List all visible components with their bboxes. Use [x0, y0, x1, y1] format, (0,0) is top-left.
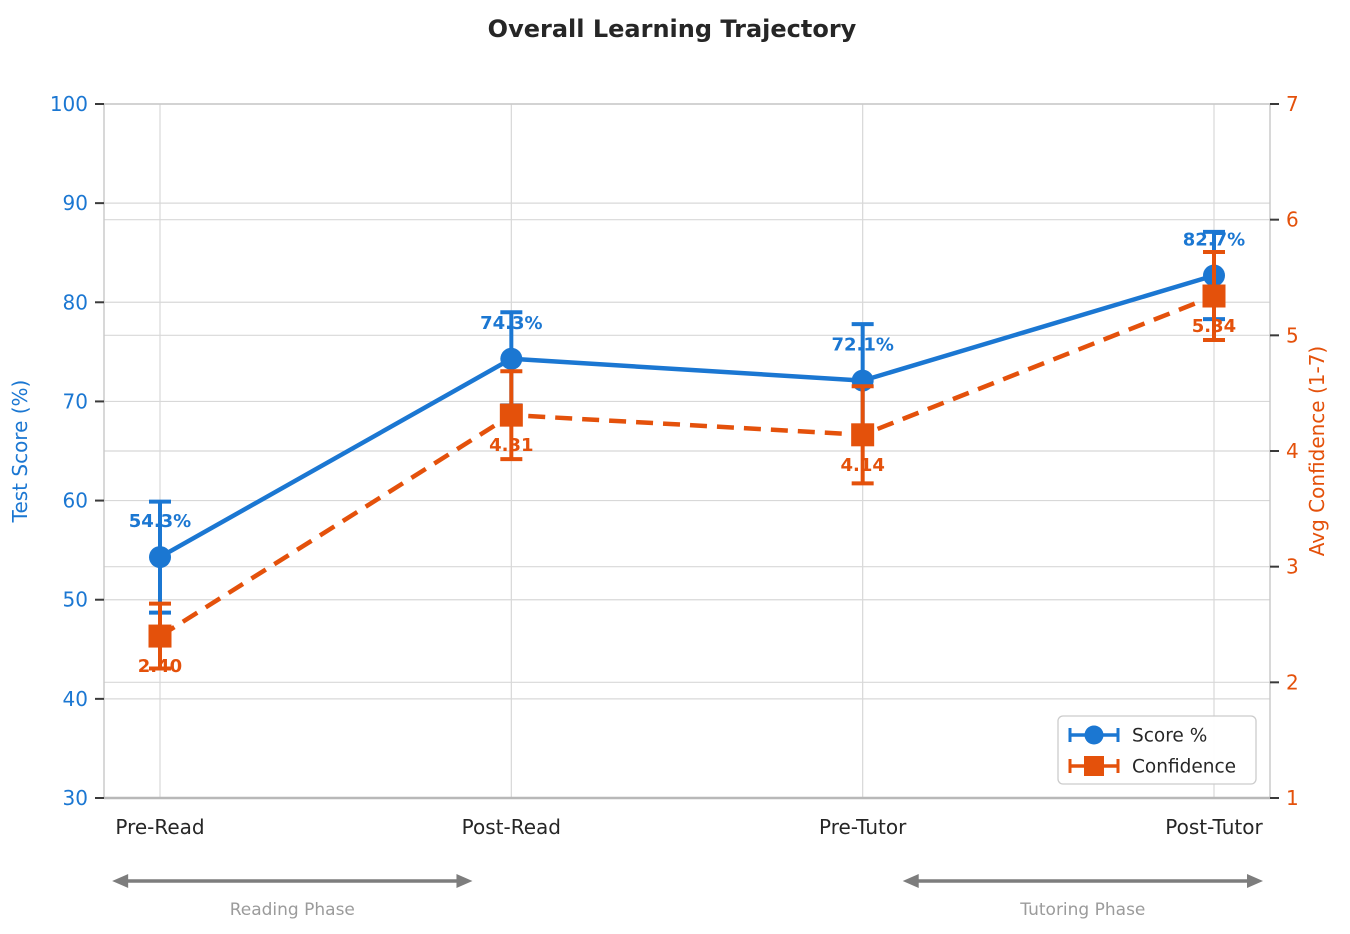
- left-tick-label: 50: [63, 588, 88, 612]
- right-tick-label: 7: [1286, 92, 1299, 116]
- right-tick-label: 6: [1286, 208, 1299, 232]
- phase-label: Reading Phase: [230, 900, 355, 920]
- score-point-label: 82.7%: [1183, 230, 1245, 251]
- right-axis-label: Avg Confidence (1-7): [1305, 346, 1329, 556]
- right-tick-label: 1: [1286, 786, 1299, 810]
- legend: Score % Confidence: [1057, 715, 1257, 785]
- series-layer: [148, 229, 1226, 671]
- gridlines-layer: [104, 103, 1270, 798]
- right-tick-label: 4: [1286, 439, 1299, 463]
- x-category-label: Post-Tutor: [1165, 815, 1263, 839]
- phase-arrow-head-right: [456, 874, 473, 888]
- score-point-marker: [149, 546, 171, 569]
- chart-title: Overall Learning Trajectory: [488, 15, 857, 43]
- left-tick-label: 30: [63, 786, 88, 810]
- legend-confidence-marker: [1084, 756, 1104, 776]
- phase-annotations-layer: Reading Phase Tutoring Phase: [112, 874, 1264, 920]
- x-category-label: Pre-Tutor: [819, 815, 907, 839]
- confidence-point-label: 2.40: [138, 656, 182, 677]
- confidence-line: [158, 293, 1215, 639]
- left-tick-label: 90: [63, 191, 88, 215]
- confidence-point-label: 4.14: [840, 455, 884, 476]
- confidence-point-marker: [1202, 284, 1226, 308]
- x-category-label: Pre-Read: [115, 815, 204, 839]
- score-line: [158, 273, 1215, 560]
- point-labels-layer: 54.3% 74.3% 72.1% 82.7% 2.40 4.31 4.14 5.34: [129, 230, 1245, 678]
- left-tick-label: 70: [63, 389, 88, 413]
- phase-label: Tutoring Phase: [1019, 900, 1145, 920]
- score-point-label: 54.3%: [129, 511, 191, 532]
- left-tick-label: 100: [50, 92, 88, 116]
- legend-score-label: Score %: [1132, 726, 1207, 747]
- score-point-label: 74.3%: [480, 313, 542, 334]
- right-tick-label: 3: [1286, 555, 1299, 579]
- confidence-point-marker: [499, 403, 523, 427]
- legend-score-marker: [1084, 725, 1104, 745]
- x-category-label: Post-Read: [462, 815, 561, 839]
- phase-arrow-head-left: [902, 874, 919, 888]
- score-point-marker: [500, 347, 523, 370]
- left-axis-label: Test Score (%): [8, 380, 32, 524]
- confidence-point-label: 4.31: [489, 435, 533, 456]
- confidence-point-label: 5.34: [1192, 316, 1236, 337]
- right-tick-label: 2: [1286, 670, 1299, 694]
- phase-arrow-head-right: [1247, 874, 1264, 888]
- left-tick-label: 40: [63, 687, 88, 711]
- left-tick-label: 60: [63, 489, 88, 513]
- score-point-label: 72.1%: [831, 335, 893, 356]
- legend-confidence-label: Confidence: [1132, 757, 1236, 778]
- phase-arrow-head-left: [112, 874, 129, 888]
- left-tick-label: 80: [63, 290, 88, 314]
- confidence-point-marker: [851, 423, 875, 447]
- axis-ticks-layer: 30 40 50 60 70 80 90 100 1 2 3 4 5 6 7 Pre-Read Post-Rea…: [50, 92, 1299, 839]
- confidence-point-marker: [148, 624, 172, 648]
- right-tick-label: 5: [1286, 323, 1299, 347]
